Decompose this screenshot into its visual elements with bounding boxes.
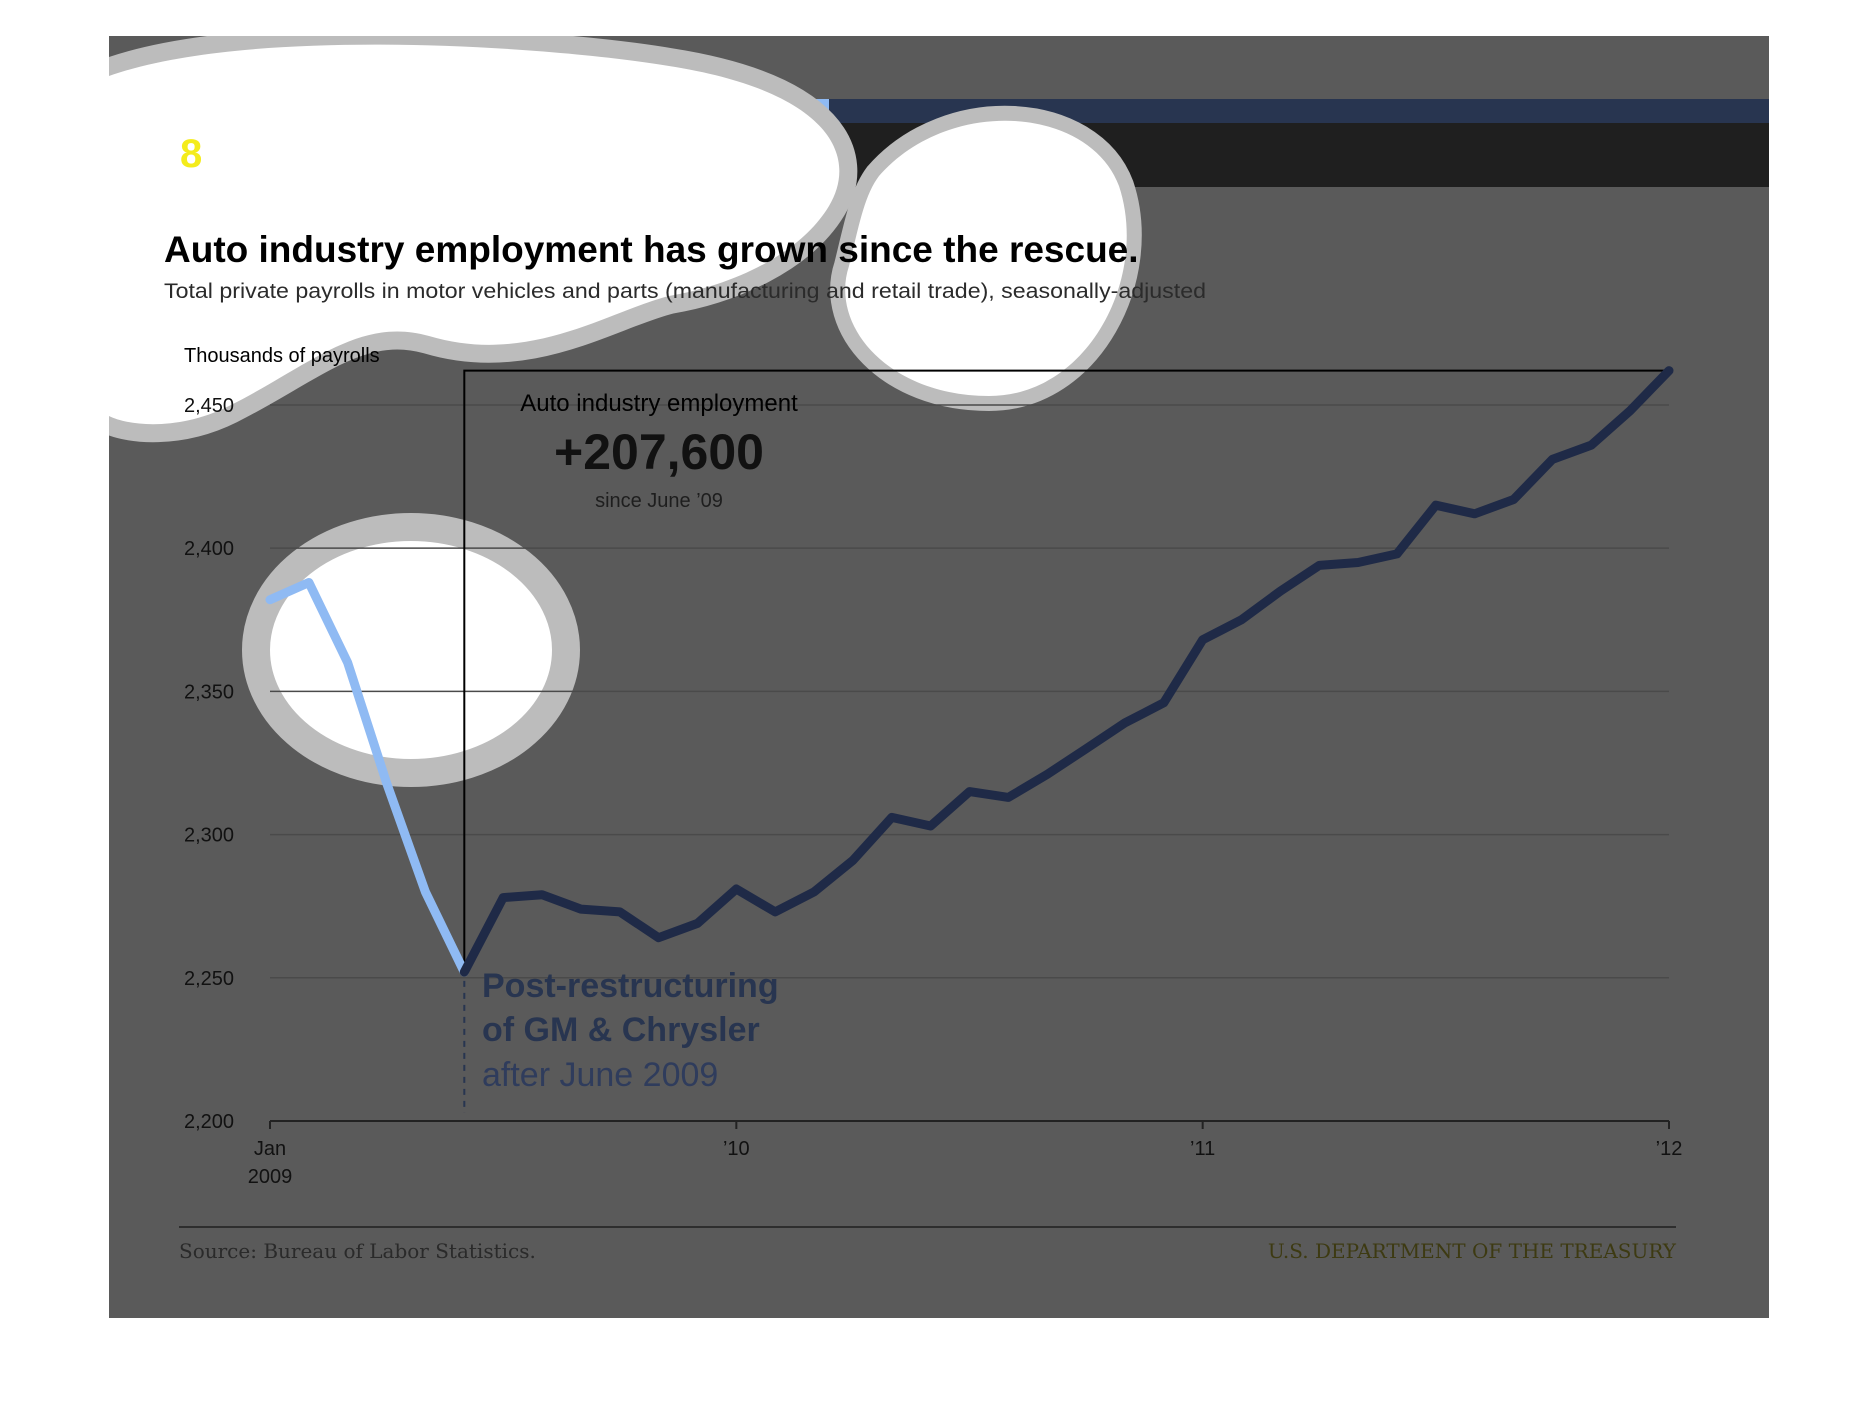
y-axis: 2,200 2,250 2,300 2,350 2,400 2,450 [184, 395, 234, 1133]
annotation-line-1: Post-restructuring [482, 967, 779, 1005]
headline: Auto industry employment has grown since… [164, 229, 1139, 270]
highlight-ellipse [242, 513, 580, 787]
gridlines [270, 404, 1669, 979]
x-tick-label: ’12 [1656, 1138, 1683, 1160]
section-label: Crisis Response [181, 102, 314, 121]
subtitle: Total private payrolls in motor vehicles… [164, 280, 1206, 303]
line-chart: 2,200 2,250 2,300 2,350 2,400 2,450 Jan 2009 ’1… [184, 345, 1682, 1188]
footer-source: Source: Bureau of Labor Statistics. [179, 1239, 536, 1263]
y-axis-label: Thousands of payrolls [184, 345, 380, 367]
footer-agency: U.S. DEPARTMENT OF THE TREASURY [1268, 1239, 1677, 1263]
y-tick-label: 2,200 [184, 1111, 234, 1133]
y-tick-label: 2,350 [184, 681, 234, 703]
annotation-line-3: after June 2009 [482, 1056, 718, 1094]
callout-label: Auto industry employment [520, 390, 798, 417]
page-title: The Auto Industry [224, 127, 629, 178]
y-tick-label: 2,250 [184, 968, 234, 990]
callout-value: +207,600 [554, 424, 764, 480]
callout-note: since June ’09 [595, 490, 723, 512]
x-tick-label: Jan [254, 1138, 286, 1160]
slide: Crisis Response 8 The Auto Industry Auto… [109, 36, 1769, 1318]
y-tick-label: 2,400 [184, 538, 234, 560]
callout-box [463, 369, 1669, 1113]
x-tick-label: 2009 [248, 1166, 293, 1188]
series-line-pre-restructuring [265, 578, 469, 977]
annotation-line-2: of GM & Chrysler [482, 1011, 760, 1049]
title-number: 8 [180, 132, 202, 176]
x-tick-label: ’11 [1190, 1138, 1215, 1160]
x-axis: Jan 2009 ’10 ’11 ’12 [248, 1120, 1683, 1188]
highlight-blob-top [109, 36, 1142, 443]
y-tick-label: 2,300 [184, 825, 234, 847]
series-lines [265, 366, 1674, 977]
slide-canvas: Crisis Response 8 The Auto Industry Auto… [109, 36, 1769, 1263]
y-tick-label: 2,450 [184, 395, 234, 417]
x-tick-label: ’10 [723, 1138, 750, 1160]
series-line-post-restructuring [459, 366, 1674, 977]
callout-bracket [463, 369, 1669, 975]
